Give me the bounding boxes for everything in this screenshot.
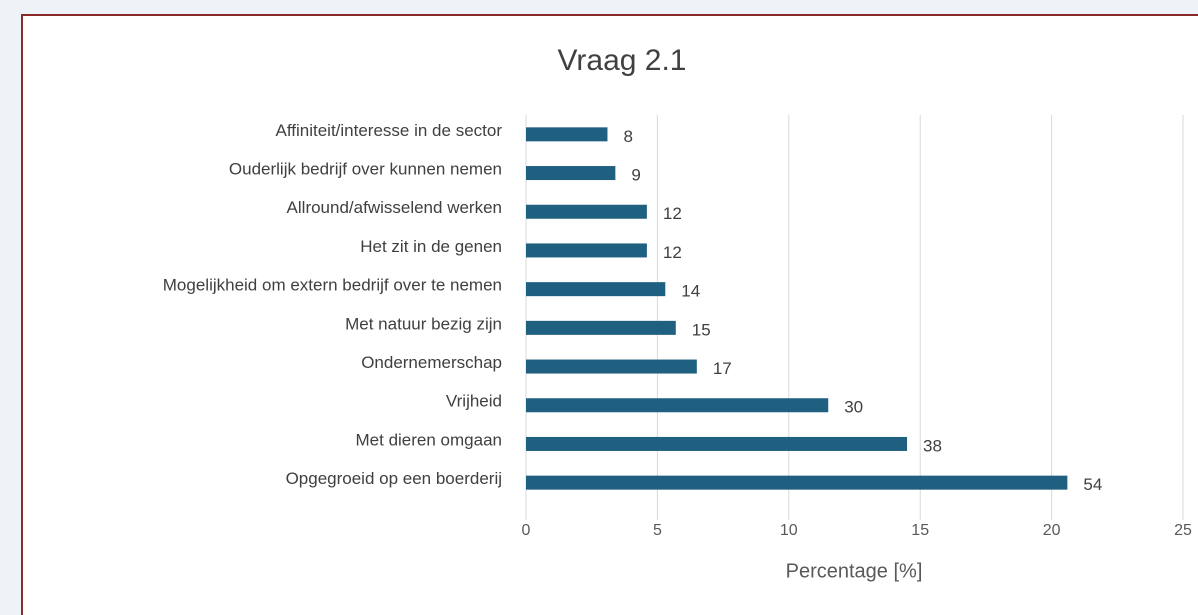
data-label: 8 bbox=[623, 127, 632, 146]
y-tick-label: Mogelijkheid om extern bedrijf over te n… bbox=[163, 276, 502, 295]
x-tick-label: 5 bbox=[653, 522, 662, 539]
bar bbox=[526, 398, 829, 413]
data-label: 30 bbox=[844, 398, 863, 417]
data-label: 54 bbox=[1083, 475, 1102, 494]
bar bbox=[526, 475, 1068, 490]
data-label: 12 bbox=[663, 204, 682, 223]
x-tick-label: 20 bbox=[1043, 522, 1061, 539]
y-tick-label: Ouderlijk bedrijf over kunnen nemen bbox=[229, 160, 502, 179]
bar bbox=[526, 436, 908, 451]
data-label: 15 bbox=[692, 320, 711, 339]
bar bbox=[526, 127, 608, 142]
bar bbox=[526, 204, 647, 219]
x-tick-label: 0 bbox=[522, 522, 531, 539]
x-axis-title: Percentage [%] bbox=[786, 560, 923, 582]
y-tick-label: Met dieren omgaan bbox=[356, 430, 502, 449]
y-tick-label: Met natuur bezig zijn bbox=[345, 314, 502, 333]
x-tick-label: 15 bbox=[911, 522, 929, 539]
data-label: 9 bbox=[631, 166, 640, 185]
y-tick-label: Vrijheid bbox=[446, 392, 502, 411]
bar bbox=[526, 320, 676, 335]
bar bbox=[526, 282, 666, 297]
y-tick-label: Allround/afwisselend werken bbox=[287, 198, 502, 217]
data-label: 14 bbox=[681, 282, 700, 301]
x-tick-label: 10 bbox=[780, 522, 798, 539]
bar bbox=[526, 166, 616, 181]
chart-frame bbox=[21, 14, 1198, 615]
y-tick-label: Opgegroeid op een boerderij bbox=[286, 469, 502, 488]
x-tick-label: 25 bbox=[1174, 522, 1192, 539]
data-label: 17 bbox=[713, 359, 732, 378]
y-tick-label: Affiniteit/interesse in de sector bbox=[276, 121, 503, 140]
data-label: 12 bbox=[663, 243, 682, 262]
bar bbox=[526, 243, 647, 258]
data-label: 38 bbox=[923, 436, 942, 455]
y-tick-label: Ondernemerschap bbox=[361, 353, 502, 372]
bar bbox=[526, 359, 697, 374]
chart-title: Vraag 2.1 bbox=[558, 44, 687, 77]
y-tick-label: Het zit in de genen bbox=[360, 237, 502, 256]
